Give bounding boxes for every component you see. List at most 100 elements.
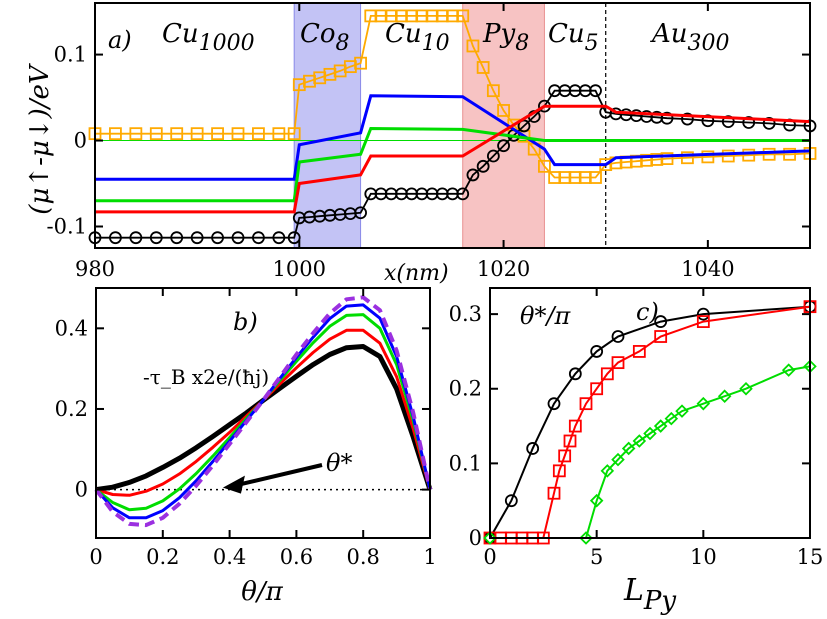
series-point	[109, 127, 122, 141]
series-point	[701, 150, 715, 164]
region-band	[293, 2, 362, 249]
series-point	[654, 330, 668, 343]
x-tick-label: 0.4	[213, 545, 246, 569]
series-point	[547, 486, 561, 500]
series-point	[654, 315, 668, 328]
x-tick-label: 1000	[273, 257, 326, 281]
y-tick-label: 0.1	[449, 451, 482, 475]
series-point	[252, 127, 265, 141]
x-tick-label: 1	[423, 545, 436, 569]
series-point	[526, 442, 540, 455]
series-point	[632, 434, 647, 448]
series-point	[272, 231, 286, 245]
series-line	[490, 365, 811, 539]
panel-b: 0 0.2 0.4 0.6 0.8 1 0 0.2 0.4 b) -τ_B x2e/(ħj) θ…	[55, 287, 437, 607]
y-tick-label: 0	[469, 526, 482, 550]
panel-c: 0 5 10 15 0 0.1 0.2 0.3 c) θ*/π LPy	[449, 287, 824, 616]
panel-a-series	[88, 9, 817, 245]
y-tick-label: -0.1	[47, 215, 88, 239]
panel-b-ticks: 0 0.2 0.4 0.6 0.8 1 0 0.2 0.4	[55, 288, 437, 569]
series-point	[547, 397, 561, 411]
series-point	[129, 231, 143, 245]
region-label: Cu10	[385, 19, 450, 56]
series-point	[538, 159, 551, 173]
series-point	[681, 112, 694, 126]
x-tick-label: 0.6	[280, 545, 313, 569]
series-point	[579, 531, 593, 545]
x-tick-label: 0	[89, 545, 102, 569]
series-point	[497, 139, 510, 153]
series-point	[589, 84, 602, 98]
panel-a: Cu1000 Co8 Cu10 Py8 Cu5 Au300 a) (μ↑-μ↓)/eV x…	[25, 2, 817, 286]
series-point	[486, 149, 500, 163]
series-point	[149, 127, 163, 141]
x-tick-label: 0.2	[146, 545, 179, 569]
annotation-arrowhead	[222, 475, 245, 494]
y-tick-label: 0	[74, 129, 87, 153]
series-point	[287, 231, 301, 245]
series-point	[590, 382, 604, 396]
series-point	[742, 116, 756, 129]
series-point	[476, 159, 490, 173]
series-point	[190, 231, 204, 245]
series-point	[476, 61, 490, 74]
panel-a-ticks: 980 1000 1020 1040 -0.1 0 0.1	[47, 3, 810, 281]
series-point	[721, 115, 735, 129]
region-label: Cu5	[548, 19, 599, 56]
panel-b-xlabel: θ/π	[241, 577, 283, 607]
series-line	[95, 104, 811, 214]
panel-a-region-labels: Cu1000 Co8 Cu10 Py8 Cu5 Au300	[162, 19, 730, 56]
x-tick-label: 15	[797, 545, 824, 569]
panel-a-tag: a)	[108, 26, 132, 54]
series-line	[95, 126, 810, 203]
series-point	[664, 411, 679, 426]
series-point	[621, 441, 636, 456]
series-point	[149, 231, 163, 245]
series-point	[486, 84, 500, 98]
series-point	[354, 206, 367, 220]
x-tick-label: 0	[483, 545, 496, 569]
series-point	[696, 396, 711, 411]
series-point	[611, 452, 625, 467]
panel-a-frame	[94, 2, 811, 249]
series-point	[129, 127, 143, 141]
series-point	[781, 363, 796, 377]
series-point	[739, 381, 753, 396]
x-tick-label: 10	[690, 545, 717, 569]
series-point	[466, 168, 480, 182]
y-tick-label: 0.2	[55, 397, 88, 421]
series-point	[504, 494, 518, 508]
panel-b-frame	[95, 287, 431, 539]
x-tick-label: 1020	[477, 257, 530, 281]
series-point	[717, 389, 732, 403]
series-point	[696, 315, 710, 328]
series-point	[762, 116, 776, 130]
series-point	[170, 231, 184, 245]
x-tick-label: 1040	[681, 257, 734, 281]
region-label: Py8	[482, 19, 529, 56]
panel-b-series	[94, 295, 433, 528]
series-point	[589, 171, 602, 184]
series-line	[95, 94, 811, 181]
panel-c-ylabel: θ*/π	[520, 302, 572, 330]
panel-c-tag: c)	[636, 298, 659, 326]
panel-b-ylabel: -τ_B x2e/(ħj)	[143, 365, 269, 389]
series-point	[272, 127, 286, 141]
region-label: Co8	[300, 19, 350, 56]
series-line	[490, 305, 811, 539]
series-point	[579, 397, 593, 411]
series-point	[456, 187, 470, 201]
series-point	[170, 127, 184, 141]
y-tick-label: 0	[75, 478, 88, 502]
region-band	[462, 2, 545, 249]
panel-c-ticks: 0 5 10 15 0 0.1 0.2 0.3	[449, 288, 824, 569]
series-point	[568, 367, 582, 381]
series-point	[681, 151, 694, 165]
series-point	[643, 426, 657, 441]
series-point	[696, 307, 710, 321]
y-tick-label: 0.4	[55, 316, 88, 340]
series-point	[109, 231, 122, 245]
series-point	[611, 356, 625, 370]
series-point	[558, 449, 572, 463]
